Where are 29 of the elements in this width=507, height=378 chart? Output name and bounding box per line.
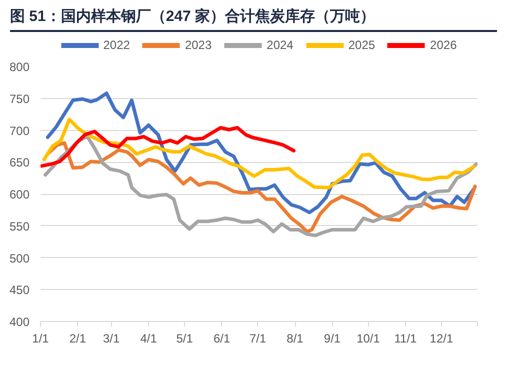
- chart-title: 图 51：国内样本钢厂（247 家）合计焦炭库存（万吨）: [10, 7, 376, 27]
- y-tick-label: 400: [9, 315, 30, 329]
- x-tick-label: 5/1: [176, 332, 194, 346]
- x-tick-label: 8/1: [286, 332, 304, 346]
- line-series: [40, 126, 296, 168]
- line-series: [42, 118, 476, 190]
- x-tick-label: 6/1: [213, 332, 230, 346]
- x-tick-label: 1/1: [32, 332, 50, 346]
- x-tick-label: 4/1: [140, 332, 158, 346]
- x-tick-label: 11/1: [394, 332, 418, 346]
- legend-label: 2022: [103, 38, 130, 52]
- y-tick-label: 600: [9, 188, 30, 202]
- legend-label: 2025: [348, 38, 376, 52]
- x-tick-label: 7/1: [249, 332, 266, 346]
- x-tick-label: 10/1: [356, 332, 380, 346]
- y-tick-label: 450: [9, 283, 30, 298]
- x-tick-label: 12/1: [430, 332, 454, 346]
- y-tick-label: 550: [9, 219, 30, 234]
- y-tick-label: 800: [9, 60, 30, 74]
- y-tick-label: 500: [9, 251, 30, 266]
- legend-label: 2023: [184, 38, 212, 52]
- y-tick-label: 650: [9, 156, 30, 170]
- legend-label: 2024: [266, 38, 294, 52]
- x-tick-label: 3/1: [102, 332, 120, 346]
- y-tick-label: 700: [9, 124, 30, 138]
- legend-label: 2026: [430, 38, 457, 52]
- x-tick-label: 2/1: [69, 332, 86, 346]
- y-tick-label: 750: [9, 92, 30, 106]
- x-tick-label: 9/1: [324, 332, 341, 346]
